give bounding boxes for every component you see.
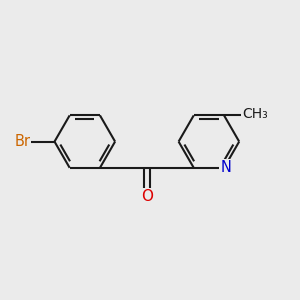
Text: O: O xyxy=(141,189,153,204)
Text: Br: Br xyxy=(14,134,30,149)
Text: N: N xyxy=(220,160,231,175)
Text: CH₃: CH₃ xyxy=(242,107,268,121)
